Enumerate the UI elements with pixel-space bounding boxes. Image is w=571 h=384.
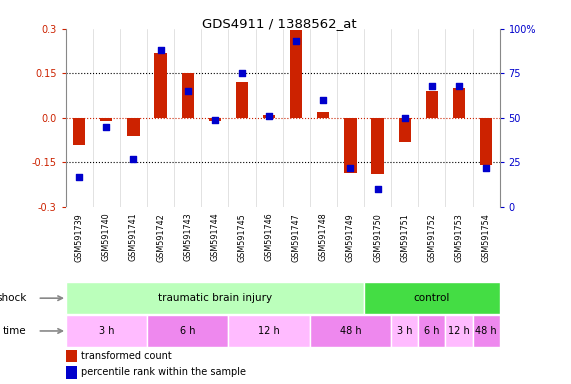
Text: transformed count: transformed count bbox=[81, 351, 172, 361]
Text: 12 h: 12 h bbox=[258, 326, 280, 336]
Point bbox=[346, 165, 355, 171]
Text: GSM591744: GSM591744 bbox=[210, 213, 219, 262]
Text: GSM591746: GSM591746 bbox=[264, 213, 274, 262]
Text: GSM591742: GSM591742 bbox=[156, 213, 165, 262]
Bar bbox=[127, 118, 139, 136]
Point bbox=[129, 156, 138, 162]
Bar bbox=[66, 315, 147, 347]
Text: GSM591747: GSM591747 bbox=[292, 213, 301, 262]
Text: 48 h: 48 h bbox=[340, 326, 361, 336]
Bar bbox=[66, 366, 77, 379]
Point bbox=[481, 165, 490, 171]
Bar bbox=[399, 118, 411, 142]
Point bbox=[427, 83, 436, 89]
Text: GSM591754: GSM591754 bbox=[481, 213, 490, 262]
Bar bbox=[236, 82, 248, 118]
Point bbox=[400, 115, 409, 121]
Point bbox=[156, 47, 165, 53]
Bar bbox=[391, 315, 418, 347]
Point bbox=[292, 38, 301, 44]
Text: 3 h: 3 h bbox=[397, 326, 412, 336]
Bar bbox=[317, 112, 329, 118]
Text: GSM591751: GSM591751 bbox=[400, 213, 409, 262]
Point bbox=[455, 83, 464, 89]
Bar bbox=[209, 118, 221, 121]
Bar bbox=[66, 283, 364, 314]
Text: GSM591749: GSM591749 bbox=[346, 213, 355, 262]
Text: time: time bbox=[3, 326, 27, 336]
Point bbox=[183, 88, 192, 94]
Bar bbox=[473, 315, 500, 347]
Bar bbox=[426, 91, 438, 118]
Point bbox=[75, 174, 84, 180]
Bar bbox=[182, 73, 194, 118]
Point bbox=[210, 116, 219, 122]
Bar bbox=[418, 315, 445, 347]
Text: GDS4911 / 1388562_at: GDS4911 / 1388562_at bbox=[203, 17, 357, 30]
Text: GSM591748: GSM591748 bbox=[319, 213, 328, 262]
Bar bbox=[309, 315, 391, 347]
Bar bbox=[445, 315, 473, 347]
Text: GSM591740: GSM591740 bbox=[102, 213, 111, 262]
Bar bbox=[263, 115, 275, 118]
Text: shock: shock bbox=[0, 293, 27, 303]
Text: GSM591750: GSM591750 bbox=[373, 213, 382, 262]
Bar bbox=[372, 118, 384, 174]
Point bbox=[373, 186, 382, 192]
Point bbox=[238, 70, 247, 76]
Text: 12 h: 12 h bbox=[448, 326, 470, 336]
Text: control: control bbox=[413, 293, 450, 303]
Text: 48 h: 48 h bbox=[475, 326, 497, 336]
Bar bbox=[453, 88, 465, 118]
Bar bbox=[290, 30, 302, 118]
Text: percentile rank within the sample: percentile rank within the sample bbox=[81, 367, 246, 377]
Text: traumatic brain injury: traumatic brain injury bbox=[158, 293, 272, 303]
Bar bbox=[228, 315, 309, 347]
Text: 6 h: 6 h bbox=[180, 326, 195, 336]
Bar bbox=[73, 118, 85, 144]
Bar bbox=[66, 350, 77, 362]
Bar bbox=[100, 118, 112, 121]
Bar bbox=[155, 53, 167, 118]
Bar bbox=[480, 118, 492, 165]
Text: GSM591745: GSM591745 bbox=[238, 213, 247, 262]
Point bbox=[102, 124, 111, 130]
Bar bbox=[147, 315, 228, 347]
Text: 6 h: 6 h bbox=[424, 326, 440, 336]
Text: GSM591753: GSM591753 bbox=[455, 213, 464, 262]
Point bbox=[264, 113, 274, 119]
Text: GSM591739: GSM591739 bbox=[75, 213, 84, 262]
Text: GSM591743: GSM591743 bbox=[183, 213, 192, 262]
Text: GSM591752: GSM591752 bbox=[427, 213, 436, 262]
Bar bbox=[344, 118, 356, 173]
Point bbox=[319, 97, 328, 103]
Text: GSM591741: GSM591741 bbox=[129, 213, 138, 262]
Text: 3 h: 3 h bbox=[99, 326, 114, 336]
Bar bbox=[364, 283, 500, 314]
